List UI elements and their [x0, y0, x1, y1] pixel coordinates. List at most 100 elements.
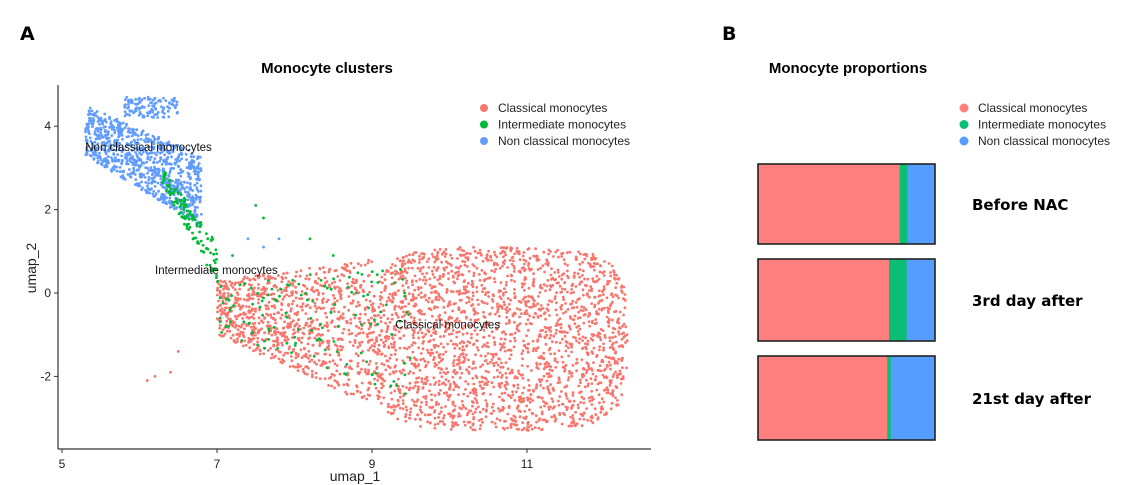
scatter-point: [562, 298, 566, 301]
scatter-point: [442, 345, 445, 349]
scatter-point: [258, 349, 262, 353]
scatter-point: [502, 345, 506, 349]
scatter-point: [261, 313, 264, 317]
scatter-point: [492, 294, 496, 298]
scatter-point: [289, 323, 292, 326]
scatter-point: [433, 394, 437, 397]
scatter-point: [512, 384, 516, 388]
scatter-point: [326, 341, 330, 345]
scatter-point: [546, 309, 550, 312]
scatter-point: [426, 413, 430, 417]
scatter-point: [522, 386, 526, 390]
scatter-point: [294, 341, 297, 345]
scatter-point: [301, 331, 305, 335]
scatter-point: [238, 287, 242, 291]
scatter-point: [599, 338, 603, 342]
scatter-point: [501, 260, 505, 264]
scatter-point: [427, 300, 430, 304]
scatter-point: [611, 346, 615, 350]
scatter-point: [408, 358, 412, 362]
scatter-point: [461, 352, 465, 356]
scatter-point: [130, 140, 133, 144]
scatter-point: [487, 295, 490, 298]
scatter-point: [451, 329, 455, 332]
scatter-point: [111, 166, 115, 170]
scatter-point: [318, 377, 322, 380]
scatter-point: [286, 283, 289, 286]
scatter-point: [617, 373, 620, 377]
scatter-point: [410, 266, 414, 270]
scatter-point: [146, 98, 150, 101]
scatter-point: [444, 372, 448, 376]
scatter-point: [167, 185, 171, 189]
scatter-point: [219, 279, 223, 283]
scatter-point: [417, 293, 421, 297]
scatter-point: [373, 382, 377, 386]
scatter-point: [403, 346, 406, 350]
scatter-point: [156, 181, 160, 185]
scatter-point: [115, 145, 119, 148]
scatter-point: [206, 237, 210, 241]
scatter-point: [473, 310, 477, 314]
scatter-point: [614, 385, 618, 388]
scatter-point: [453, 346, 457, 350]
scatter-point: [616, 376, 619, 379]
scatter-point: [174, 187, 178, 191]
scatter-point: [227, 294, 230, 298]
scatter-point: [458, 414, 462, 418]
scatter-point: [197, 170, 201, 174]
scatter-point: [602, 346, 606, 350]
scatter-point: [585, 371, 588, 375]
scatter-point: [131, 155, 134, 159]
scatter-point: [230, 294, 234, 298]
scatter-point: [621, 324, 624, 328]
scatter-point: [204, 247, 208, 250]
scatter-point: [427, 296, 431, 300]
scatter-point: [306, 342, 310, 346]
scatter-point: [484, 354, 487, 358]
scatter-point: [154, 112, 158, 116]
scatter-point: [193, 205, 197, 209]
scatter-point: [403, 267, 407, 271]
scatter-point: [527, 247, 531, 250]
scatter-point: [481, 407, 485, 411]
scatter-point: [395, 358, 399, 362]
scatter-point: [595, 310, 598, 313]
y-tick-label: 0: [44, 286, 51, 300]
scatter-point: [258, 352, 262, 356]
scatter-point: [412, 304, 416, 308]
scatter-point: [373, 350, 377, 354]
scatter-point: [98, 151, 101, 155]
scatter-point: [438, 274, 442, 278]
scatter-point: [526, 318, 530, 321]
scatter-point: [112, 125, 116, 129]
scatter-point: [475, 393, 478, 397]
scatter-point: [547, 375, 551, 379]
scatter-point: [144, 181, 148, 184]
legend-label: Non classical monocytes: [498, 134, 630, 148]
scatter-point: [159, 197, 163, 201]
scatter-point: [109, 125, 113, 128]
scatter-point: [590, 265, 594, 268]
scatter-point: [461, 260, 464, 263]
scatter-point: [565, 341, 569, 344]
scatter-point: [471, 367, 474, 370]
scatter-point: [292, 319, 295, 322]
scatter-point: [427, 257, 431, 261]
scatter-point: [547, 362, 551, 366]
scatter-point: [304, 365, 307, 369]
scatter-point: [453, 404, 457, 408]
scatter-point: [465, 331, 469, 335]
scatter-point: [245, 305, 248, 308]
scatter-point: [458, 341, 462, 345]
scatter-point: [199, 221, 202, 225]
scatter-point: [404, 419, 408, 423]
scatter-point: [177, 153, 181, 157]
scatter-point: [432, 358, 435, 362]
scatter-point: [566, 290, 569, 294]
scatter-point: [435, 363, 439, 367]
scatter-point: [594, 378, 597, 381]
scatter-point: [366, 293, 370, 297]
scatter-point: [394, 304, 397, 308]
scatter-point: [349, 301, 353, 305]
